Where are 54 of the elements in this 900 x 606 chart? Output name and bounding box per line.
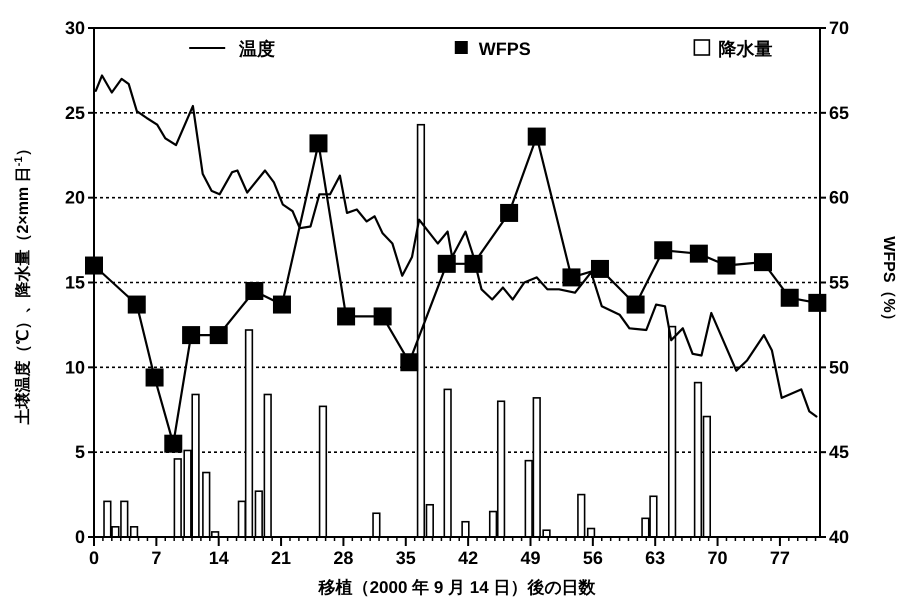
point bbox=[754, 253, 772, 272]
point bbox=[309, 134, 328, 152]
y2-tick-label: 40 bbox=[829, 527, 850, 547]
point bbox=[717, 256, 736, 275]
y-tick-label: 25 bbox=[64, 102, 85, 123]
y-tick-label: 5 bbox=[74, 442, 85, 462]
x-tick-label: 70 bbox=[708, 548, 728, 568]
x-tick-label: 0 bbox=[88, 548, 100, 568]
point bbox=[337, 307, 356, 326]
legend-label: 降水量 bbox=[718, 39, 772, 59]
point bbox=[690, 244, 708, 263]
x-tick-label: 49 bbox=[520, 548, 541, 568]
x-axis-title: 移植（2000 年 9 月 14 日）後の日数 bbox=[318, 578, 596, 597]
point bbox=[146, 368, 164, 387]
point bbox=[210, 326, 228, 344]
legend-label: 温度 bbox=[238, 39, 276, 59]
legend-label: WFPS bbox=[478, 39, 531, 59]
point bbox=[654, 241, 672, 260]
point bbox=[245, 282, 264, 300]
x-tick-label: 28 bbox=[333, 548, 354, 568]
y2-tick-label: 50 bbox=[829, 357, 850, 378]
point bbox=[272, 296, 291, 314]
y-tick-label: 0 bbox=[74, 527, 85, 547]
point bbox=[374, 307, 392, 326]
x-tick-label: 21 bbox=[271, 548, 292, 568]
y2-axis-title: WFPS（%） bbox=[880, 236, 897, 329]
y-tick-label: 15 bbox=[64, 272, 85, 292]
y2-tick-label: 45 bbox=[829, 442, 850, 462]
point bbox=[562, 268, 580, 286]
y-tick-label: 20 bbox=[64, 188, 85, 208]
y2-tick-label: 60 bbox=[829, 188, 850, 208]
x-tick-label: 7 bbox=[151, 548, 162, 568]
point bbox=[128, 296, 146, 314]
x-tick-label: 56 bbox=[582, 548, 603, 568]
y2-tick-label: 55 bbox=[829, 272, 850, 292]
point bbox=[164, 434, 182, 453]
point bbox=[780, 288, 799, 307]
point bbox=[528, 128, 546, 146]
y2-tick-label: 65 bbox=[829, 102, 850, 123]
point bbox=[400, 353, 418, 372]
point bbox=[464, 254, 482, 273]
y-tick-label: 30 bbox=[64, 18, 85, 38]
x-tick-label: 63 bbox=[645, 548, 666, 568]
point bbox=[438, 254, 456, 273]
x-tick-label: 42 bbox=[458, 548, 478, 568]
point bbox=[182, 326, 200, 344]
point bbox=[500, 204, 518, 222]
point bbox=[590, 260, 609, 278]
point bbox=[626, 296, 645, 314]
x-tick-label: 35 bbox=[396, 548, 416, 568]
x-tick-label: 14 bbox=[208, 548, 229, 568]
x-tick-label: 77 bbox=[770, 548, 790, 568]
y2-tick-label: 70 bbox=[829, 18, 850, 38]
y-tick-label: 10 bbox=[64, 357, 85, 378]
